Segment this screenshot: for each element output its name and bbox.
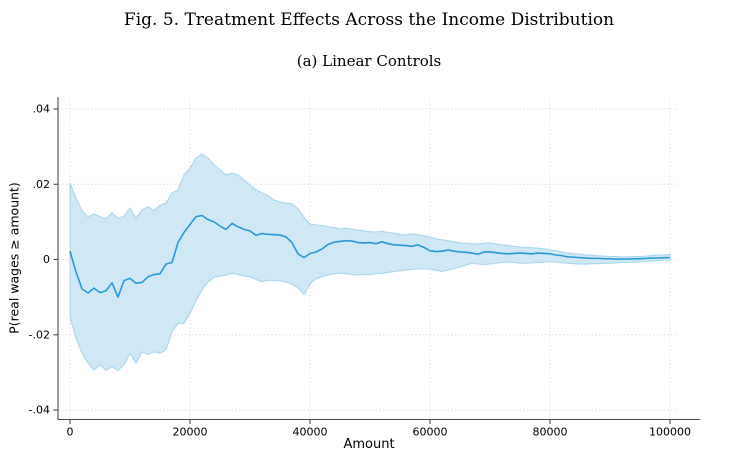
ci-band — [69, 153, 671, 372]
svg-text:100000: 100000 — [649, 426, 691, 439]
panel-subtitle: (a) Linear Controls — [296, 52, 442, 70]
svg-text:20000: 20000 — [173, 426, 208, 439]
svg-text:.04: .04 — [33, 103, 51, 116]
figure-title: Fig. 5. Treatment Effects Across the Inc… — [123, 10, 615, 30]
svg-text:.02: .02 — [33, 178, 51, 191]
estimate-line — [69, 214, 670, 298]
x-axis-label: Amount — [343, 437, 395, 452]
svg-text:0: 0 — [67, 426, 74, 439]
svg-text:-.02: -.02 — [29, 328, 50, 341]
svg-text:40000: 40000 — [293, 426, 328, 439]
svg-text:60000: 60000 — [413, 426, 448, 439]
svg-text:80000: 80000 — [533, 426, 568, 439]
svg-text:0: 0 — [43, 253, 50, 266]
axes — [53, 97, 700, 424]
svg-text:-.04: -.04 — [29, 404, 50, 417]
y-tick-labels: -.04 -.02 0 .02 .04 — [29, 103, 50, 417]
x-tick-labels: 0 20000 40000 60000 80000 100000 — [67, 426, 692, 439]
